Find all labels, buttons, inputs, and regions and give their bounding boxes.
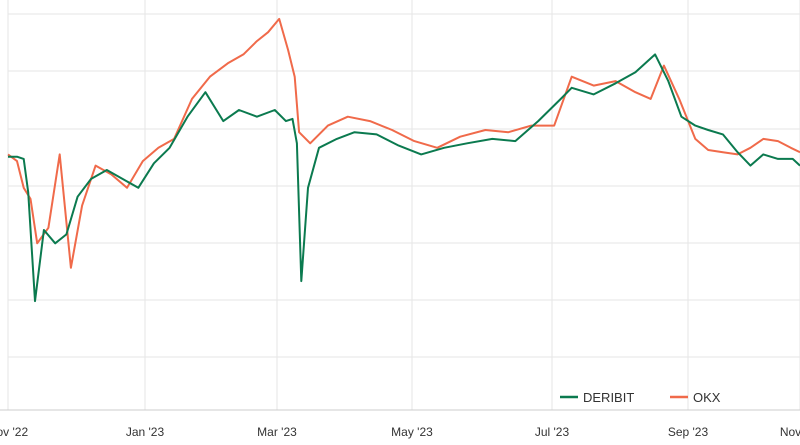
x-tick-label: Nov '23 <box>780 425 800 439</box>
x-axis-tick-labels: Nov '22 Jan '23 Mar '23 May '23 Jul '23 Sep '… <box>0 425 800 439</box>
series-line-deribit <box>8 53 800 303</box>
legend-item-okx[interactable]: OKX <box>670 390 721 405</box>
legend[interactable]: DERIBIT OKX <box>560 390 721 405</box>
series-line-okx <box>7 17 800 269</box>
legend-label-deribit: DERIBIT <box>583 390 634 405</box>
legend-item-deribit[interactable]: DERIBIT <box>560 390 634 405</box>
x-tick-label: May '23 <box>391 425 433 439</box>
x-tick-label: Mar '23 <box>257 425 297 439</box>
series-layer <box>7 17 800 303</box>
x-tick-label: Jan '23 <box>126 425 165 439</box>
x-tick-label: Sep '23 <box>668 425 709 439</box>
grid <box>0 0 800 411</box>
x-tick-label: Jul '23 <box>535 425 570 439</box>
legend-label-okx: OKX <box>693 390 721 405</box>
x-tick-label: Nov '22 <box>0 425 28 439</box>
